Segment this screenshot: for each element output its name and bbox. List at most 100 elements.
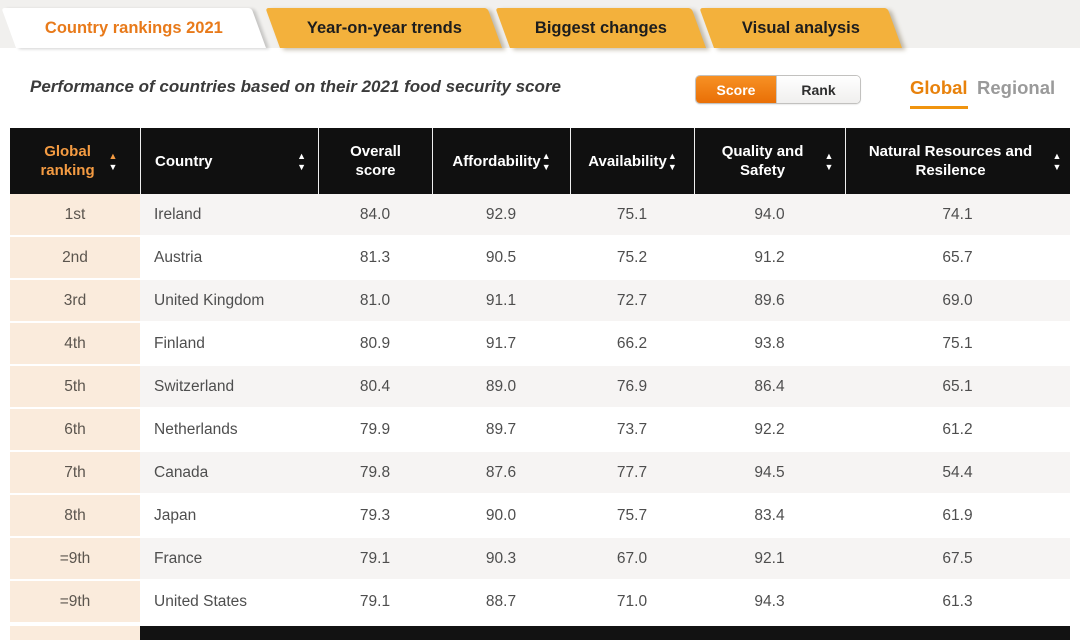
sort-asc-icon[interactable]: ▲: [541, 150, 551, 161]
rank-cell: 6th: [10, 409, 140, 450]
table-body: 1st Ireland 84.0 92.9 75.1 94.0 74.1 2nd Austria…: [10, 194, 1070, 624]
column-header-natural-resources-and-resilence[interactable]: Natural Resources and Resilence ▲ ▼: [845, 128, 1070, 194]
tab-country-rankings-2021[interactable]: Country rankings 2021: [1, 8, 266, 48]
tab-biggest-changes[interactable]: Biggest changes: [495, 8, 706, 48]
availability-cell: 76.9: [570, 366, 694, 407]
tab-year-on-year-trends[interactable]: Year-on-year trends: [265, 8, 502, 48]
quality-cell: 91.2: [754, 248, 785, 266]
rank-cell: =9th: [10, 538, 140, 579]
sort-asc-icon[interactable]: ▲: [1052, 150, 1062, 161]
overall-cell: 80.4: [318, 366, 432, 407]
overall-cell: 79.1: [318, 538, 432, 579]
tab-label: Year-on-year trends: [306, 18, 462, 37]
natural-cell: 65.7: [942, 248, 973, 266]
rank-cell: 4th: [10, 323, 140, 364]
rank-cell: 8th: [10, 495, 140, 536]
overall-cell: 81.0: [318, 280, 432, 321]
sort-arrows: ▲ ▼: [297, 150, 306, 172]
sort-arrows: ▲ ▼: [541, 150, 551, 172]
overall-cell: 81.3: [359, 248, 391, 266]
column-header-country[interactable]: Country ▲ ▼: [140, 128, 318, 194]
affordability-cell: 90.5: [485, 248, 517, 266]
column-header-affordability[interactable]: Affordability ▲ ▼: [432, 128, 570, 194]
rank-cell: 3rd: [10, 280, 140, 321]
quality-cell: 92.1: [694, 538, 845, 579]
score-button[interactable]: Score: [696, 76, 776, 103]
quality-cell: 86.4: [694, 366, 845, 407]
availability-cell: 67.0: [570, 538, 694, 579]
tab-bar: Country rankings 2021 Year-on-year trends…: [0, 0, 1080, 48]
cutoff-rank-cell: [10, 626, 140, 640]
availability-cell: 75.7: [616, 506, 648, 524]
quality-cell: 89.6: [694, 280, 845, 321]
sort-arrows: ▲ ▼: [1052, 150, 1062, 172]
country-cell: Switzerland: [140, 366, 318, 407]
country-cell: France: [140, 538, 318, 579]
tab-visual-analysis[interactable]: Visual analysis: [699, 8, 902, 48]
sort-desc-icon[interactable]: ▼: [824, 161, 834, 172]
quality-cell: 94.5: [694, 452, 845, 493]
global-tab[interactable]: Global: [910, 77, 968, 109]
country-cell: Ireland: [140, 194, 318, 235]
sort-desc-icon[interactable]: ▼: [1052, 161, 1062, 172]
natural-cell: 61.2: [942, 420, 973, 438]
column-header-global-ranking[interactable]: Global ranking ▲ ▼: [10, 128, 140, 194]
overall-cell: 79.9: [359, 420, 391, 438]
tab-label: Biggest changes: [534, 18, 667, 37]
affordability-cell: 89.0: [432, 366, 570, 407]
page-title: Performance of countries based on their …: [30, 77, 561, 96]
natural-cell: 74.1: [845, 194, 1070, 235]
table-row[interactable]: 1st Ireland 84.0 92.9 75.1 94.0 74.1: [10, 194, 1070, 237]
table-row[interactable]: 4th Finland 80.9 91.7 66.2 93.8 75.1: [10, 323, 1070, 366]
sort-arrows: ▲ ▼: [108, 150, 118, 172]
quality-cell: 94.3: [754, 592, 785, 610]
affordability-cell: 90.0: [485, 506, 517, 524]
sort-asc-icon[interactable]: ▲: [824, 150, 834, 161]
table-row[interactable]: 6th Netherlands 79.9 89.7 73.7 92.2 61.2: [10, 409, 1070, 452]
table-row[interactable]: 3rd United Kingdom 81.0 91.1 72.7 89.6 69.0: [10, 280, 1070, 323]
next-section-cutoff: [10, 626, 1070, 640]
natural-cell: 65.1: [845, 366, 1070, 407]
column-header-availability[interactable]: Availability ▲ ▼: [570, 128, 694, 194]
table-row[interactable]: 2nd Austria 81.3 90.5 75.2 91.2 65.7: [10, 237, 1070, 280]
country-cell: Netherlands: [154, 420, 238, 438]
column-header-quality-and-safety[interactable]: Quality and Safety ▲ ▼: [694, 128, 845, 194]
rank-button[interactable]: Rank: [776, 76, 860, 103]
country-cell: United States: [154, 592, 248, 610]
sort-desc-icon[interactable]: ▼: [541, 161, 551, 172]
sort-asc-icon[interactable]: ▲: [297, 150, 306, 161]
table-row[interactable]: 5th Switzerland 80.4 89.0 76.9 86.4 65.1: [10, 366, 1070, 409]
sort-asc-icon[interactable]: ▲: [667, 150, 677, 161]
overall-cell: 84.0: [318, 194, 432, 235]
quality-cell: 83.4: [754, 506, 785, 524]
column-header-label: Natural Resources and Resilence: [868, 143, 1033, 179]
availability-cell: 73.7: [616, 420, 648, 438]
quality-cell: 92.2: [754, 420, 785, 438]
table-header: Global ranking ▲ ▼ Country ▲ ▼ Overall score Af…: [10, 128, 1070, 194]
natural-cell: 69.0: [845, 280, 1070, 321]
column-header-label: Overall score: [350, 143, 401, 179]
sort-arrows: ▲ ▼: [824, 150, 834, 172]
column-header-label: Availability: [588, 152, 667, 170]
country-cell: Austria: [154, 248, 203, 266]
tab-label: Country rankings 2021: [44, 18, 223, 37]
table-row[interactable]: 7th Canada 79.8 87.6 77.7 94.5 54.4: [10, 452, 1070, 495]
sort-desc-icon[interactable]: ▼: [297, 161, 306, 172]
column-header-overall-score: Overall score: [318, 128, 432, 194]
affordability-cell: 89.7: [485, 420, 517, 438]
table-row[interactable]: 8th Japan 79.3 90.0 75.7 83.4 61.9: [10, 495, 1070, 538]
table-row[interactable]: =9th United States 79.1 88.7 71.0 94.3 61.3: [10, 581, 1070, 624]
natural-cell: 61.3: [942, 592, 973, 610]
column-header-label: Global ranking: [40, 143, 95, 179]
country-cell: Japan: [154, 506, 197, 524]
regional-tab[interactable]: Regional: [977, 77, 1056, 98]
sort-desc-icon[interactable]: ▼: [667, 161, 677, 172]
affordability-cell: 91.1: [432, 280, 570, 321]
column-header-label: Quality and Safety: [721, 143, 804, 179]
sort-desc-icon[interactable]: ▼: [108, 161, 118, 172]
sort-asc-icon[interactable]: ▲: [108, 150, 118, 161]
natural-cell: 67.5: [845, 538, 1070, 579]
availability-cell: 66.2: [616, 334, 648, 352]
table-row[interactable]: =9th France 79.1 90.3 67.0 92.1 67.5: [10, 538, 1070, 581]
